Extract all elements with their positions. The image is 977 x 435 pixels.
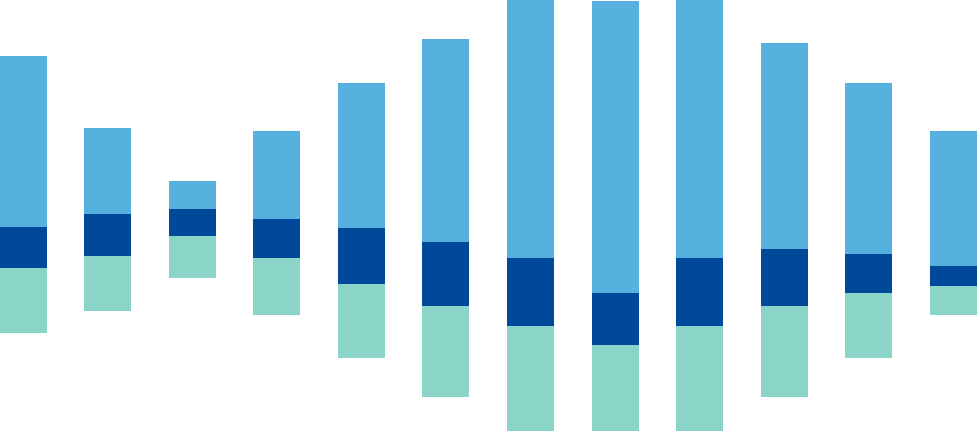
bar-segment-bottom [845, 293, 892, 358]
bar-group [253, 131, 300, 315]
bar-segment-bottom [592, 345, 639, 431]
bar-segment-top [422, 39, 469, 242]
bar-group [930, 131, 977, 315]
bar-segment-top [169, 181, 216, 209]
bar-segment-middle [676, 258, 723, 326]
bar-segment-bottom [84, 256, 131, 311]
bar-group [676, 0, 723, 431]
bar-segment-bottom [507, 326, 554, 431]
bar-segment-bottom [422, 306, 469, 397]
bar-segment-bottom [338, 284, 385, 358]
bar-segment-top [592, 1, 639, 293]
bar-segment-top [507, 0, 554, 258]
bar-group [0, 56, 47, 333]
bar-group [507, 0, 554, 431]
bar-group [169, 181, 216, 278]
bar-segment-middle [422, 242, 469, 306]
bar-segment-top [845, 83, 892, 254]
bar-segment-top [761, 43, 808, 249]
bar-segment-middle [338, 228, 385, 284]
bar-segment-bottom [169, 236, 216, 278]
bar-segment-bottom [253, 258, 300, 315]
bar-segment-middle [0, 227, 47, 268]
bar-segment-middle [84, 214, 131, 256]
bar-segment-middle [845, 254, 892, 293]
bar-segment-top [676, 0, 723, 258]
bar-segment-top [253, 131, 300, 219]
bar-segment-middle [930, 266, 977, 286]
bar-segment-top [84, 128, 131, 214]
bar-group [592, 1, 639, 431]
bar-group [422, 39, 469, 397]
bar-segment-middle [761, 249, 808, 306]
bar-group [84, 128, 131, 311]
bar-segment-top [930, 131, 977, 266]
bar-group [761, 43, 808, 397]
bar-segment-top [0, 56, 47, 227]
bar-group [845, 83, 892, 358]
bar-segment-top [338, 83, 385, 228]
bar-segment-bottom [676, 326, 723, 431]
bar-segment-middle [169, 209, 216, 236]
bar-segment-bottom [761, 306, 808, 397]
bar-group [338, 83, 385, 358]
bar-segment-middle [592, 293, 639, 345]
bar-segment-middle [253, 219, 300, 258]
bar-segment-middle [507, 258, 554, 326]
bar-segment-bottom [930, 286, 977, 315]
bar-segment-bottom [0, 268, 47, 333]
